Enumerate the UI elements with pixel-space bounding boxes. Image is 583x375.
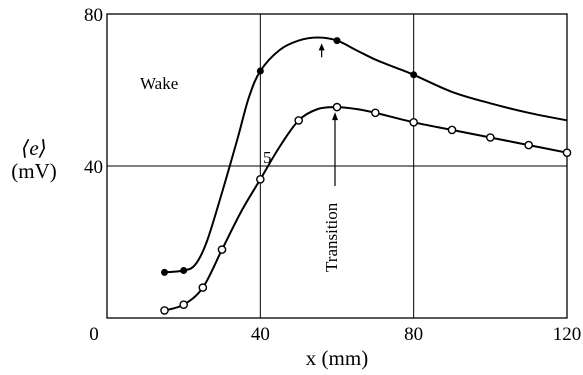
transition-annotation: Transition — [322, 202, 341, 272]
y-tick-label: 40 — [84, 157, 103, 178]
data-point — [447, 125, 457, 135]
x-tick-label: 0 — [89, 324, 99, 345]
data-point — [562, 148, 572, 157]
plot-frame — [106, 13, 568, 319]
data-point — [180, 267, 188, 274]
data-point — [524, 140, 533, 150]
y-tick-label: 80 — [84, 5, 103, 26]
upper-transition-arrowhead — [318, 43, 325, 51]
data-point — [256, 67, 264, 75]
data-point — [198, 283, 208, 292]
tick-labels: 0 40 80 120 40 80 — [84, 5, 581, 345]
data-point — [409, 118, 418, 127]
data-point — [333, 37, 341, 45]
series-line-2 — [164, 106, 568, 312]
wake-annotation: Wake — [140, 74, 178, 93]
x-axis-label: x (mm) — [306, 346, 368, 370]
five-annotation: 5 — [263, 148, 272, 167]
x-tick-label: 80 — [404, 324, 423, 345]
lower-transition-arrowhead — [332, 112, 338, 121]
data-point — [161, 268, 168, 276]
data-point — [294, 116, 303, 125]
data-point — [410, 71, 418, 79]
y-axis-label-symbol: ⟨e⟩ — [21, 136, 47, 160]
data-point — [332, 102, 342, 112]
x-tick-label: 120 — [553, 324, 582, 345]
data-point — [179, 300, 188, 310]
data-point — [371, 108, 380, 118]
grid-lines — [107, 14, 567, 318]
series-line-1 — [164, 36, 568, 274]
data-point — [160, 306, 169, 315]
data-point — [486, 133, 495, 142]
data-point — [217, 245, 227, 254]
series-group — [160, 36, 572, 315]
x-tick-label: 40 — [251, 324, 270, 345]
annotation-arrows — [318, 43, 338, 186]
data-point — [256, 174, 265, 184]
y-axis-label-unit: (mV) — [11, 159, 57, 183]
